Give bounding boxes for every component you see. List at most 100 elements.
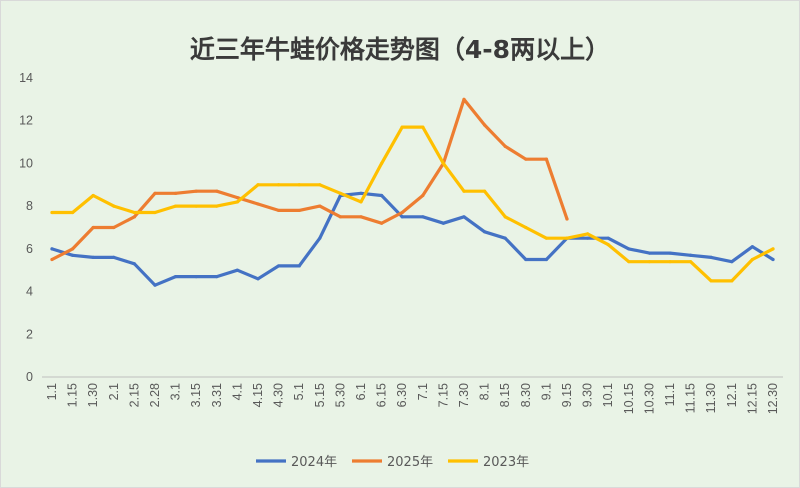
data-point — [606, 236, 610, 240]
series-2023年 — [50, 125, 775, 283]
legend-label: 2024年 — [291, 455, 337, 470]
data-point — [380, 221, 384, 225]
data-point — [297, 208, 301, 213]
x-tick-label: 12.30 — [766, 383, 780, 414]
data-point — [235, 268, 239, 272]
x-tick-label: 12.1 — [725, 383, 739, 407]
x-tick-label: 10.30 — [642, 383, 656, 414]
data-point — [318, 183, 322, 187]
x-tick-label: 8.1 — [478, 383, 492, 400]
data-point — [359, 215, 363, 219]
x-tick-label: 3.31 — [210, 383, 224, 407]
x-tick-label: 2.28 — [148, 383, 162, 407]
data-point — [462, 97, 466, 101]
data-point — [112, 225, 116, 230]
x-tick-label: 4.1 — [230, 383, 244, 400]
data-point — [565, 217, 569, 221]
data-point — [318, 204, 322, 208]
data-point — [174, 275, 178, 279]
x-tick-label: 6.15 — [375, 383, 389, 407]
data-point — [235, 196, 239, 200]
x-tick-label: 4.30 — [272, 383, 286, 407]
data-point — [338, 191, 342, 195]
legend-item: 2023年 — [448, 455, 529, 470]
legend-item: 2025年 — [352, 455, 433, 470]
data-point — [586, 232, 590, 236]
data-point — [50, 247, 54, 251]
data-point — [400, 125, 404, 129]
axes: 0 2 4 6 8 10 12 14 1.1 1.15 1.30 2.1 2.15 2.28 3.1 3.15… — [19, 71, 783, 414]
data-point — [709, 255, 713, 259]
data-point — [400, 210, 404, 215]
data-point — [297, 183, 301, 187]
data-point — [174, 191, 178, 195]
data-point — [215, 275, 219, 279]
series-line — [50, 125, 775, 283]
data-point — [544, 157, 549, 161]
data-point — [297, 264, 301, 268]
data-point — [483, 123, 487, 127]
data-point — [194, 189, 198, 193]
legend-label: 2023年 — [483, 455, 529, 470]
x-tick-label: 12.15 — [745, 383, 759, 414]
data-point — [153, 210, 157, 215]
data-point — [503, 215, 507, 219]
data-point — [689, 260, 693, 264]
data-point — [71, 247, 75, 251]
x-tick-label: 8.30 — [519, 383, 533, 407]
data-point — [771, 257, 775, 262]
series-line — [50, 97, 569, 262]
x-tick-label: 3.1 — [169, 383, 183, 400]
x-tick-label: 2.1 — [107, 383, 121, 400]
x-tick-label: 9.15 — [560, 383, 574, 407]
data-point — [194, 275, 198, 279]
data-point — [565, 236, 569, 240]
data-point — [71, 210, 75, 215]
data-point — [462, 189, 466, 193]
data-point — [503, 236, 507, 240]
data-point — [441, 221, 445, 225]
data-point — [462, 215, 466, 219]
data-point — [132, 215, 136, 219]
data-point — [91, 255, 95, 259]
x-tick-label: 3.15 — [189, 383, 203, 407]
legend-label: 2025年 — [387, 455, 433, 470]
x-tick-label: 7.15 — [436, 383, 450, 407]
data-point — [606, 242, 610, 247]
x-tick-label: 11.15 — [684, 383, 698, 413]
y-tick-label: 0 — [26, 370, 33, 384]
data-point — [441, 161, 445, 166]
y-tick-label: 6 — [26, 242, 33, 256]
data-point — [689, 253, 693, 257]
data-point — [153, 191, 157, 195]
data-point — [483, 189, 487, 193]
y-tick-label: 12 — [19, 114, 33, 128]
legend: 2024年 2025年 2023年 — [256, 455, 529, 470]
y-tick-label: 4 — [26, 285, 33, 299]
data-point — [730, 260, 734, 264]
data-point — [194, 204, 198, 208]
data-point — [647, 251, 652, 255]
data-point — [668, 260, 672, 264]
data-point — [132, 210, 136, 215]
data-point — [380, 161, 384, 166]
data-point — [277, 264, 281, 268]
data-point — [421, 215, 425, 219]
data-point — [544, 236, 549, 240]
x-tick-label: 9.1 — [539, 383, 553, 400]
data-point — [50, 257, 54, 262]
data-point — [627, 247, 631, 251]
data-point — [71, 253, 75, 257]
data-point — [338, 215, 342, 219]
data-point — [750, 245, 755, 249]
y-tick-label: 2 — [26, 327, 33, 341]
x-tick-label: 1.30 — [86, 383, 100, 407]
data-point — [503, 144, 507, 148]
data-point — [91, 225, 95, 230]
legend-item: 2024年 — [256, 455, 337, 470]
data-point — [256, 202, 260, 206]
x-tick-label: 7.30 — [457, 383, 471, 407]
series-line — [50, 191, 775, 287]
x-tick-label: 5.30 — [333, 383, 347, 407]
